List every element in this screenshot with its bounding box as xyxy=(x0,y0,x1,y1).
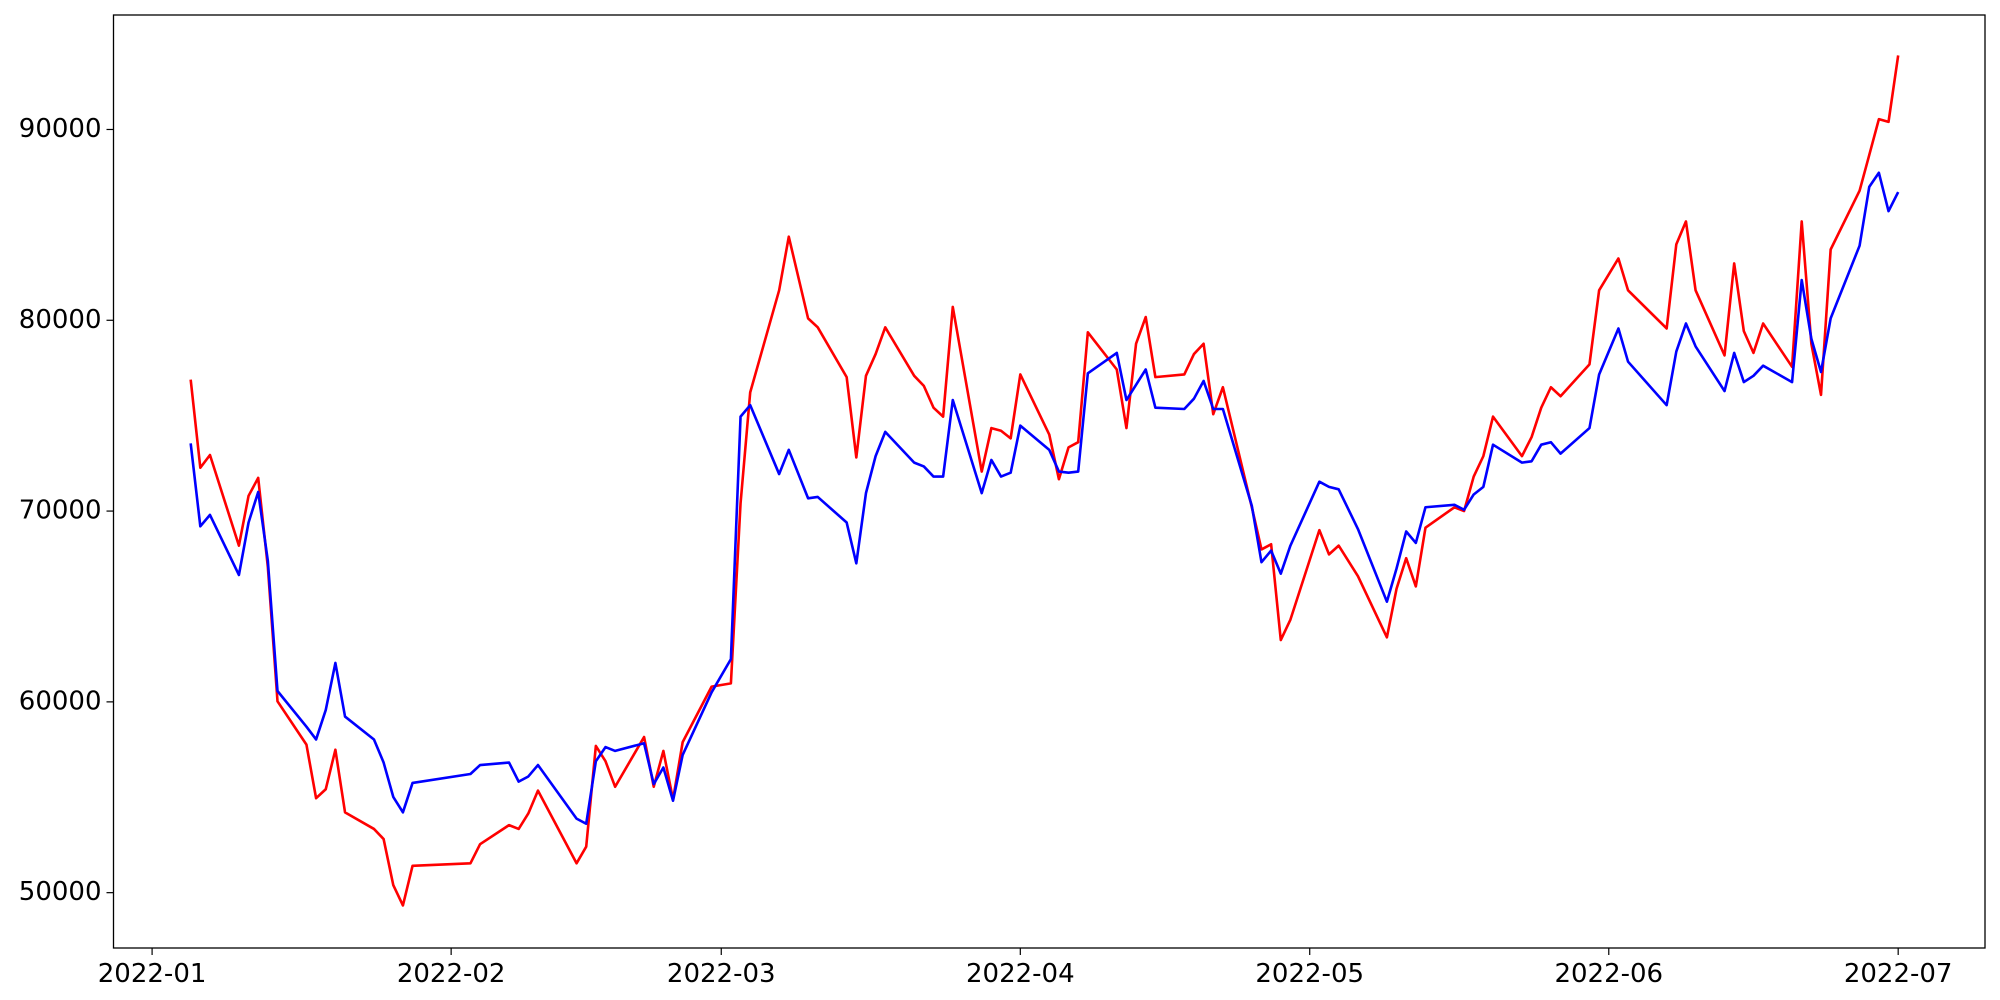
data-line xyxy=(189,171,1900,826)
y-tick-label: 50000 xyxy=(19,877,102,907)
data-line xyxy=(189,55,1900,907)
y-tick-label: 60000 xyxy=(19,686,102,716)
x-tick-label: 2022-06 xyxy=(1554,959,1663,989)
x-tick-label: 2022-03 xyxy=(667,959,776,989)
y-tick-label: 70000 xyxy=(19,496,102,526)
y-tick-label: 80000 xyxy=(19,305,102,335)
x-tick-label: 2022-05 xyxy=(1255,959,1364,989)
plot-frame xyxy=(112,14,1986,949)
x-tick-label: 2022-07 xyxy=(1844,959,1953,989)
y-tick-label: 90000 xyxy=(19,114,102,144)
x-tick-label: 2022-01 xyxy=(98,959,207,989)
x-tick-label: 2022-02 xyxy=(397,959,506,989)
x-tick-label: 2022-04 xyxy=(966,959,1075,989)
